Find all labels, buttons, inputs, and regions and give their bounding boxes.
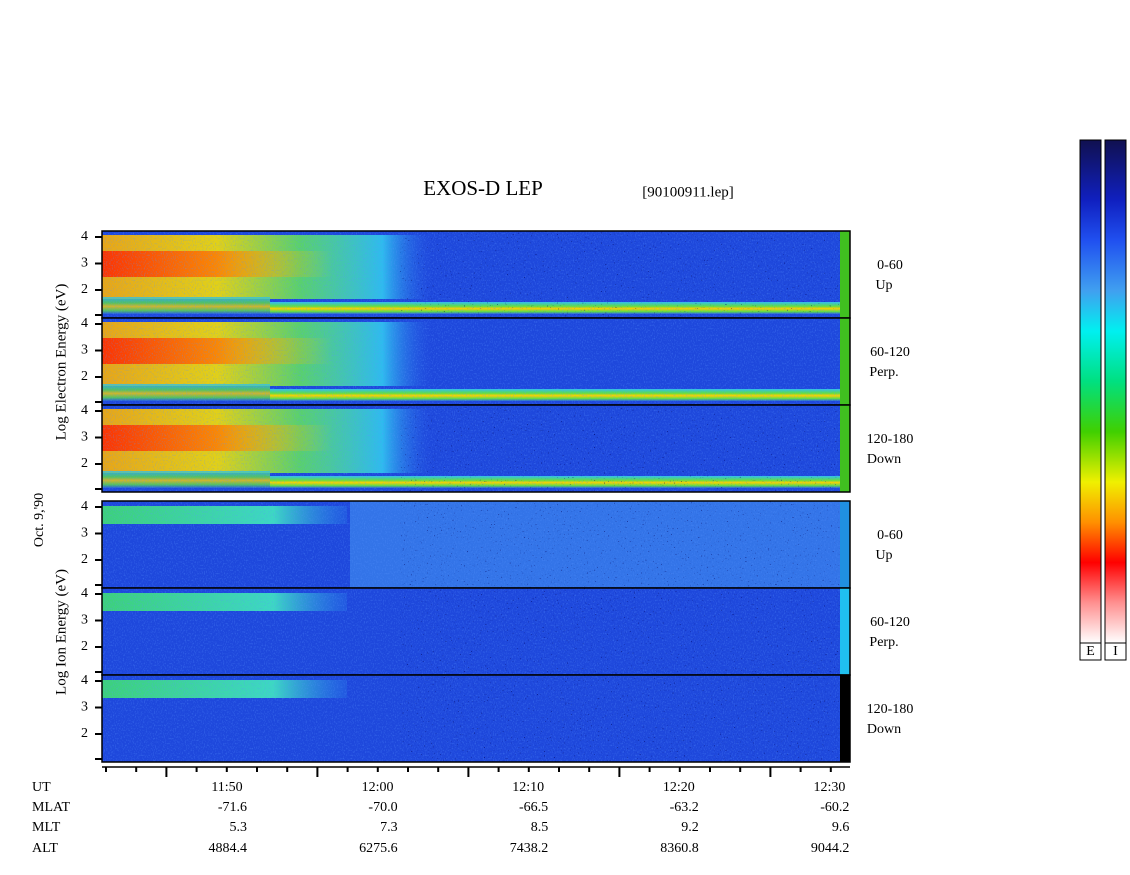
panel-direction: Down [867, 452, 901, 467]
edge-strip [840, 588, 850, 675]
file-name: [90100911.lep] [642, 184, 734, 200]
edge-strip [840, 501, 850, 588]
orbit-value: -70.0 [368, 800, 397, 815]
panel-frame [101, 404, 851, 493]
orbit-value: 4884.4 [209, 841, 248, 856]
orbit-value: 7.3 [380, 820, 398, 835]
panel-range: 120-180 [867, 702, 914, 717]
ut-label: 11:50 [211, 780, 242, 795]
ut-label: 12:20 [663, 780, 695, 795]
colorbar-label-box [1079, 642, 1102, 661]
orbit-value: -71.6 [218, 800, 247, 815]
orbit-value: -63.2 [670, 800, 699, 815]
panel-direction: Perp. [869, 365, 898, 380]
orbit-value: 8.5 [531, 820, 549, 835]
spectrogram-dots [400, 405, 840, 492]
orbit-value: -60.2 [820, 800, 849, 815]
electron-axis-label: Log Electron Energy (eV) [53, 284, 69, 441]
panel-range: 0-60 [877, 258, 903, 273]
colorbar-label-box [1104, 642, 1127, 661]
y-tick-label: 2 [81, 552, 88, 567]
y-tick-label: 4 [81, 403, 88, 418]
orbit-value: 8360.8 [660, 841, 699, 856]
ut-label: 12:00 [362, 780, 394, 795]
panel-direction: Perp. [869, 635, 898, 650]
panel-direction: Up [875, 278, 892, 293]
spectrogram-dots [400, 501, 840, 588]
spectrogram-dots [400, 588, 840, 675]
y-tick-label: 2 [81, 726, 88, 741]
panel-range: 60-120 [870, 615, 910, 630]
panel-frame [101, 674, 851, 763]
panel-direction: Down [867, 722, 901, 737]
orbit-label: MLAT [32, 800, 71, 815]
edge-strip [840, 405, 850, 492]
ut-label: 12:10 [512, 780, 544, 795]
y-tick-label: 3 [81, 700, 88, 715]
y-tick-label: 3 [81, 526, 88, 541]
y-tick-label: 4 [81, 586, 88, 601]
y-tick-label: 3 [81, 343, 88, 358]
edge-strip [840, 318, 850, 405]
panel-range: 120-180 [867, 432, 914, 447]
edge-strip [840, 675, 850, 762]
ion-axis-label: Log Ion Energy (eV) [53, 569, 69, 695]
spectrogram-dots [400, 675, 840, 762]
orbit-label: UT [32, 780, 51, 795]
y-tick-label: 3 [81, 256, 88, 271]
orbit-label: ALT [32, 841, 58, 856]
orbit-label: MLT [32, 820, 61, 835]
orbit-value: 9044.2 [811, 841, 850, 856]
y-tick-label: 2 [81, 369, 88, 384]
date-label: Oct. 9,'90 [32, 493, 47, 547]
panel-range: 0-60 [877, 528, 903, 543]
colorbar [1104, 139, 1127, 644]
y-tick-label: 3 [81, 613, 88, 628]
orbit-value: -66.5 [519, 800, 548, 815]
y-tick-label: 4 [81, 673, 88, 688]
edge-strip [840, 231, 850, 318]
colorbar [1079, 139, 1102, 644]
orbit-value: 7438.2 [510, 841, 549, 856]
orbit-value: 6275.6 [359, 841, 398, 856]
panel-direction: Up [875, 548, 892, 563]
y-tick-label: 4 [81, 316, 88, 331]
colorbar-label: I [1113, 644, 1118, 659]
ut-label: 12:30 [813, 780, 845, 795]
orbit-value: 9.6 [832, 820, 850, 835]
y-tick-label: 3 [81, 430, 88, 445]
colorbar-label: E [1086, 644, 1095, 659]
spectrogram-noise [102, 318, 840, 405]
title: EXOS-D LEP [423, 176, 543, 200]
y-tick-label: 4 [81, 229, 88, 244]
y-tick-label: 2 [81, 282, 88, 297]
y-tick-label: 4 [81, 499, 88, 514]
y-tick-label: 2 [81, 639, 88, 654]
y-tick-label: 2 [81, 456, 88, 471]
spectrogram-dots [400, 231, 840, 318]
panel-range: 60-120 [870, 345, 910, 360]
orbit-value: 9.2 [681, 820, 699, 835]
orbit-value: 5.3 [230, 820, 248, 835]
